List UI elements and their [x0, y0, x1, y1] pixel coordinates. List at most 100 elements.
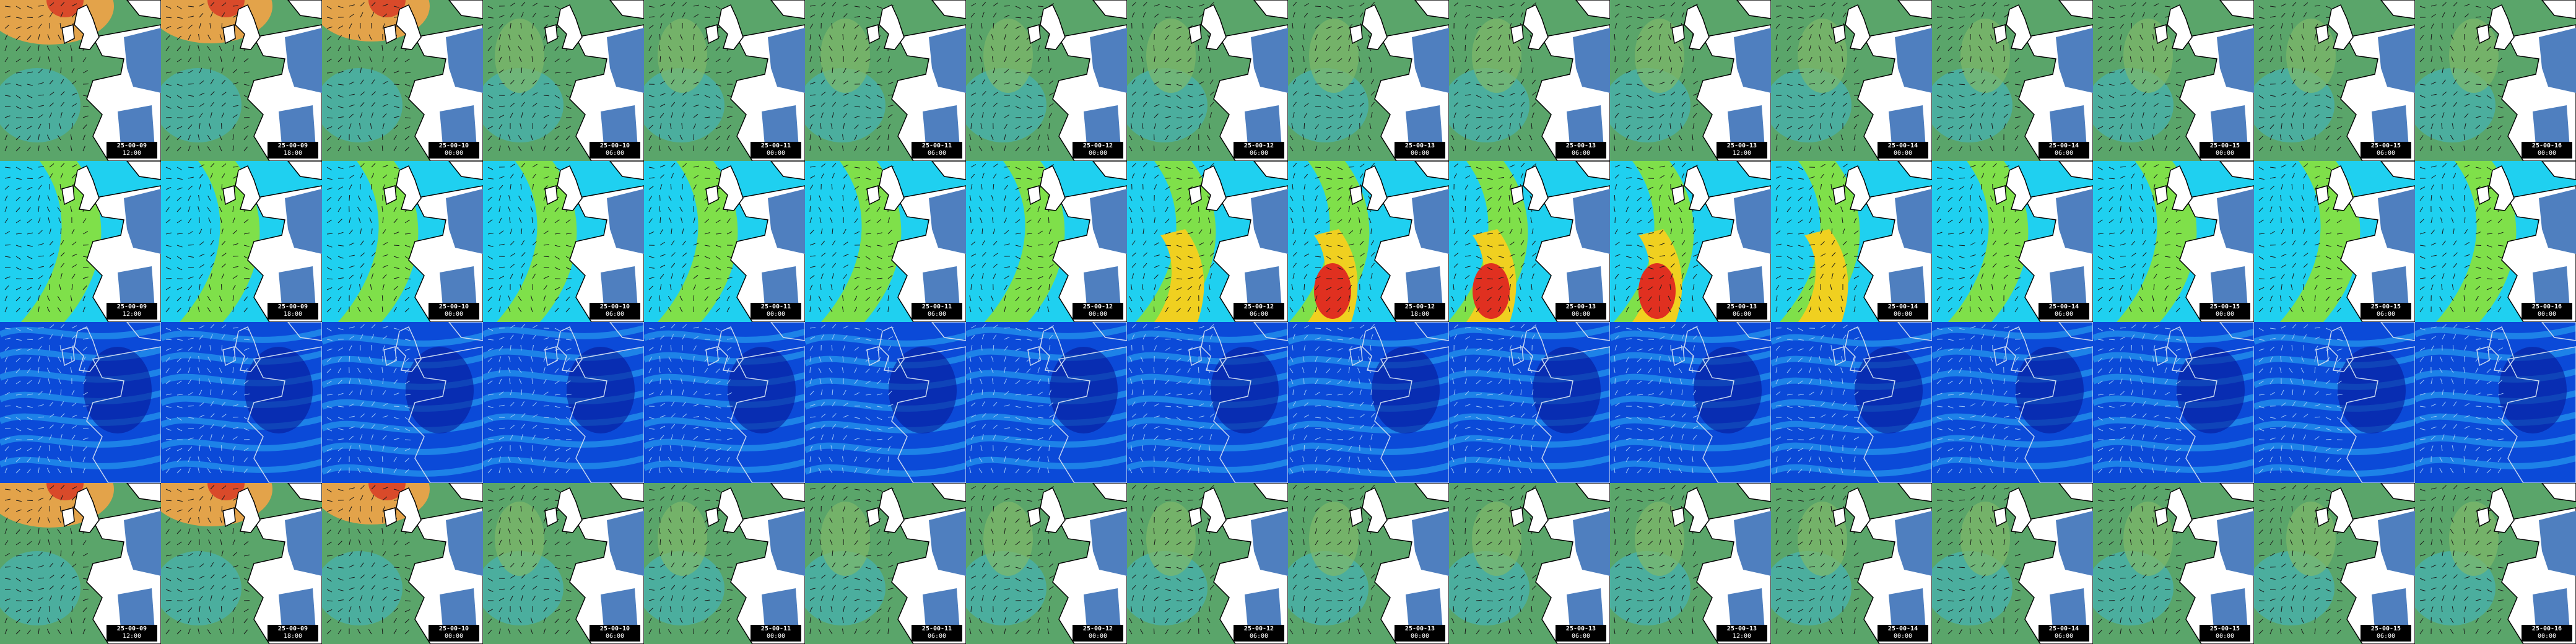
timestamp-label: 25-00-12 00:00 [1073, 625, 1123, 642]
frame-date: 25-00-14 [1887, 142, 1918, 149]
moderate-wind-zone [983, 502, 1033, 576]
moderate-wind-zone [658, 19, 707, 93]
wind-arrow-field [2419, 163, 2504, 313]
frame-time: 00:00 [1088, 633, 1108, 640]
britain-landmass [718, 326, 744, 372]
ireland-landmass [61, 346, 75, 367]
slack-water-zone [245, 347, 313, 433]
frame-time: 06:00 [2054, 633, 2074, 640]
slack-water-zone [84, 347, 152, 433]
britain-landmass [74, 326, 100, 372]
inland-region [2539, 28, 2576, 93]
timestamp-label: 25-00-16 00:00 [2522, 625, 2572, 642]
inland-region [446, 189, 483, 254]
frame-time: 12:00 [1732, 633, 1752, 640]
current-streak [966, 455, 1127, 469]
ireland-landmass [866, 507, 880, 528]
scandinavia-landmass [448, 483, 483, 502]
current-streak [805, 463, 966, 477]
forecast-map [805, 0, 966, 161]
continent-landmass [1052, 346, 1127, 483]
frame-date: 25-00-09 [277, 303, 308, 310]
scandinavia-landmass [2219, 322, 2254, 341]
frame-time: 00:00 [766, 633, 786, 640]
scandinavia-landmass [931, 161, 966, 180]
frame-date: 25-00-09 [116, 303, 147, 310]
ireland-landmass [2476, 24, 2490, 45]
timestamp-label: 25-00-11 00:00 [751, 303, 801, 320]
moderate-wind-zone [820, 502, 870, 576]
map-frame: 25-00-10 00:00 [322, 161, 483, 322]
timestamp-label: 25-00-12 00:00 [1073, 142, 1123, 159]
map-frame [0, 322, 161, 483]
wind-arrow-field [1128, 2, 1215, 152]
inland-region [2050, 588, 2087, 632]
scandinavia-landmass [2380, 322, 2415, 341]
frame-time: 00:00 [1893, 311, 1913, 318]
high-wave-band [1798, 229, 1848, 322]
current-streak [1932, 325, 2093, 339]
current-streak [1932, 455, 2093, 469]
map-frame: 25-00-13 06:00 [1610, 161, 1771, 322]
ireland-landmass [1510, 346, 1524, 367]
forecast-map [966, 161, 1127, 322]
britain-landmass [396, 165, 422, 211]
frame-time: 18:00 [283, 150, 303, 157]
wind-arrow-field [1289, 484, 1375, 635]
forecast-map [161, 483, 322, 644]
britain-landmass [2489, 487, 2515, 533]
frame-date: 25-00-14 [1887, 625, 1918, 632]
scandinavia-landmass [931, 322, 966, 341]
britain-landmass [2006, 326, 2032, 372]
calm-zone [644, 551, 724, 625]
wind-arrow-field [1289, 1, 1375, 152]
frame-time: 06:00 [1732, 311, 1752, 318]
britain-landmass [1684, 165, 1710, 211]
britain-landmass [1684, 487, 1710, 533]
frame-date: 25-00-11 [921, 625, 952, 632]
continent-landmass [247, 346, 322, 483]
scandinavia-landmass [1575, 483, 1610, 502]
frame-date: 25-00-13 [1565, 625, 1596, 632]
inland-region [2211, 588, 2248, 632]
frame-date: 25-00-11 [921, 303, 952, 310]
inland-region [768, 511, 805, 576]
current-streak [322, 463, 483, 477]
britain-landmass [2167, 165, 2193, 211]
ireland-landmass [1027, 507, 1041, 528]
peak-wind-zone [46, 0, 84, 17]
timestamp-label: 25-00-12 06:00 [1234, 303, 1284, 320]
timestamp-label: 25-00-15 00:00 [2200, 142, 2250, 159]
ireland-landmass [222, 185, 236, 206]
scandinavia-landmass [770, 161, 805, 180]
frame-date: 25-00-13 [1726, 303, 1757, 310]
forecast-map [966, 322, 1127, 483]
britain-landmass [74, 165, 100, 211]
scandinavia-landmass [1736, 322, 1771, 341]
current-streak [2415, 455, 2576, 469]
inland-region [601, 266, 638, 310]
inland-region [607, 511, 644, 576]
frame-time: 00:00 [1088, 311, 1108, 318]
swell-band [985, 161, 1065, 322]
frame-date: 25-00-10 [599, 303, 630, 310]
moderate-wind-zone [2449, 19, 2499, 93]
peak-wave-zone [1314, 263, 1351, 319]
inland-region [2211, 105, 2248, 149]
britain-landmass [2006, 487, 2032, 533]
timestamp-label: 25-00-14 00:00 [1878, 625, 1928, 642]
scandinavia-landmass [1897, 161, 1932, 180]
current-streak [0, 455, 161, 469]
forecast-map [1932, 483, 2093, 644]
forecast-map [161, 0, 322, 161]
frame-time: 00:00 [1893, 150, 1913, 157]
current-streak [644, 329, 805, 343]
frame-date: 25-00-10 [438, 625, 469, 632]
forecast-map [483, 483, 644, 644]
inland-region [1090, 511, 1127, 576]
continent-landmass [730, 346, 805, 483]
continent-landmass [2018, 346, 2093, 483]
inland-region [1084, 588, 1121, 632]
wind-arrow-field [165, 323, 250, 474]
britain-landmass [235, 165, 261, 211]
